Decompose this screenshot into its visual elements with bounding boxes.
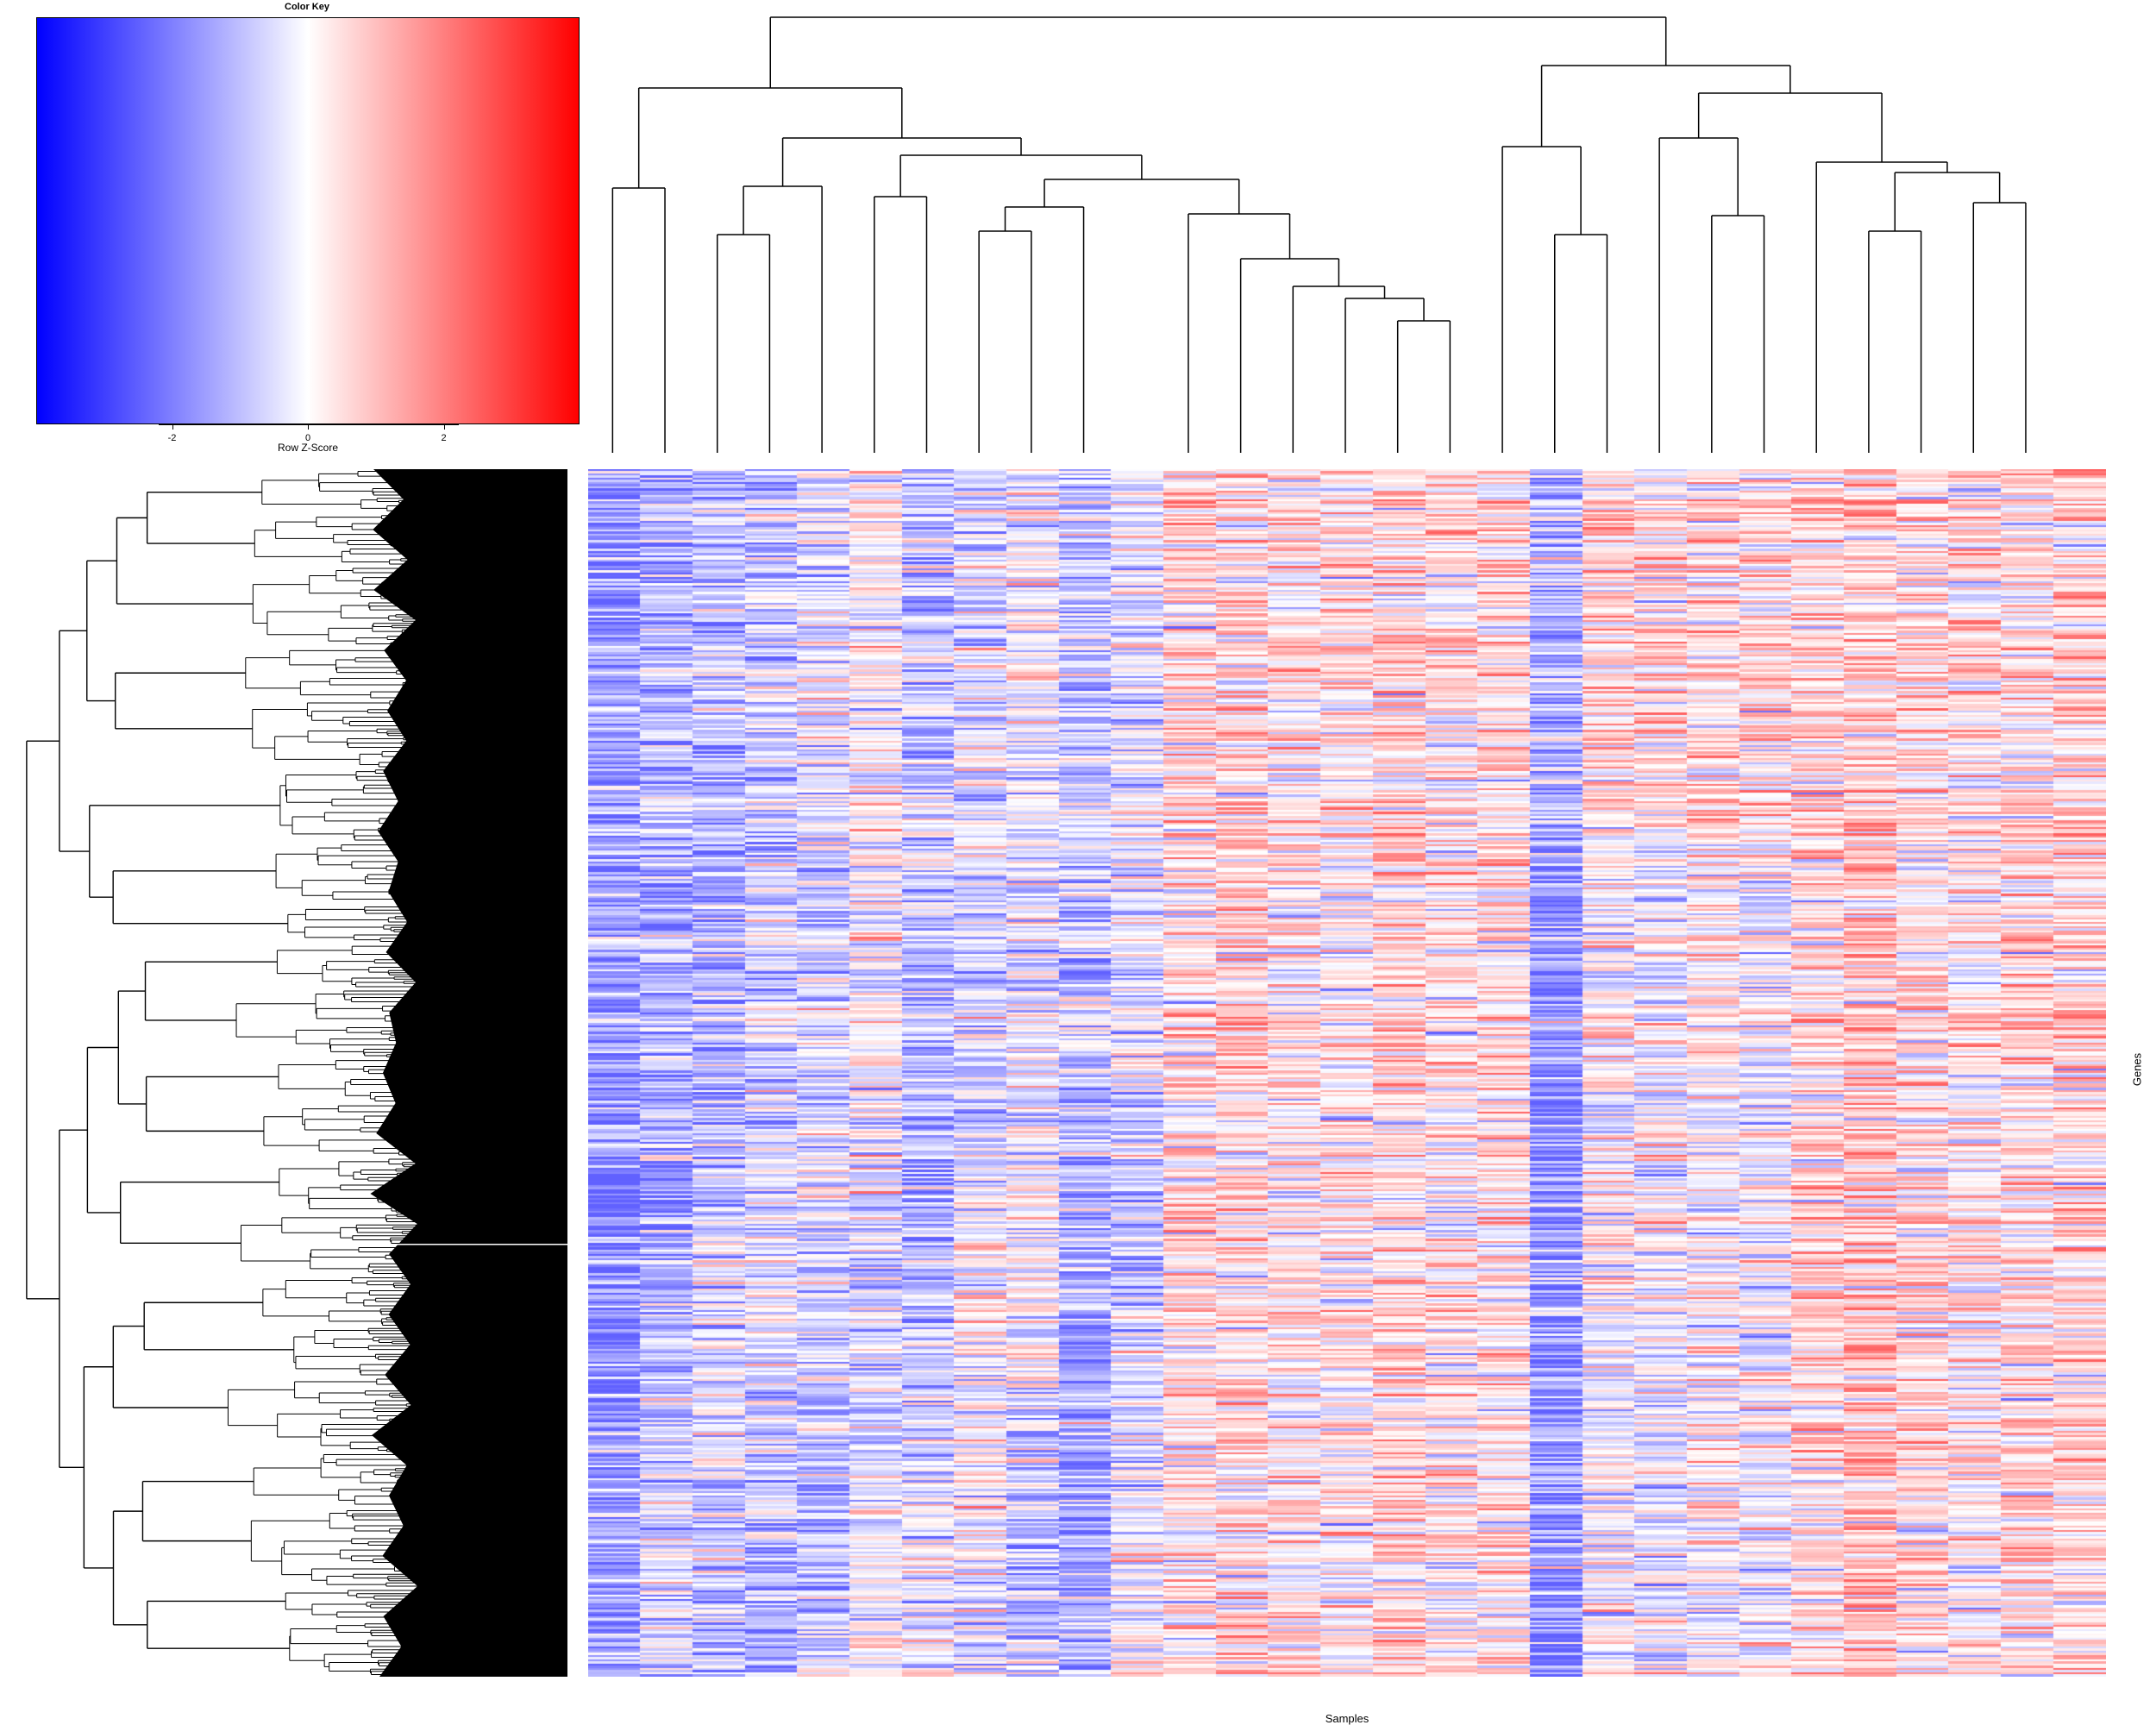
color-key-xlabel: Row Z-Score <box>277 442 338 454</box>
color-key-title: Color Key <box>285 2 329 12</box>
heatmap-grid <box>588 469 2106 1677</box>
color-key-gradient <box>36 17 580 424</box>
row-dendrogram-dense-leaves <box>370 469 567 1677</box>
y-axis-label: Genes <box>2130 1052 2144 1087</box>
color-key-tick-label: 2 <box>441 433 447 443</box>
x-axis-label: Samples <box>1325 1712 1369 1725</box>
row-dendrogram <box>26 469 567 1677</box>
color-key-tick-mark <box>172 424 173 430</box>
color-key-tick-mark <box>308 424 309 430</box>
color-key-tick-mark <box>443 424 445 430</box>
color-key-tick-label: 0 <box>304 433 311 443</box>
color-key-axis-line <box>159 424 459 425</box>
column-dendrogram <box>611 16 2027 453</box>
color-key-tick-label: -2 <box>167 433 177 443</box>
